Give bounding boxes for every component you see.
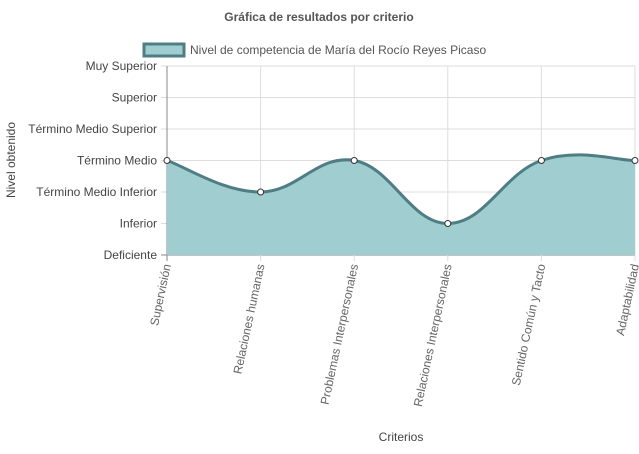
- series-layer: [163, 153, 639, 255]
- x-tick-label: Supervisión: [147, 263, 174, 327]
- chart-title: Gráfica de resultados por criterio: [224, 10, 413, 24]
- series-area: [167, 154, 635, 255]
- y-tick-label: Término Medio Superior: [28, 122, 157, 136]
- x-tick-label: Problemas Interpersonales: [318, 263, 362, 406]
- legend-swatch[interactable]: [142, 42, 186, 58]
- data-point[interactable]: [631, 157, 639, 164]
- x-tick-label: Sentido Común y Tacto: [509, 262, 549, 386]
- y-tick-label: Muy Superior: [86, 59, 157, 73]
- y-tick-label: Deficiente: [104, 248, 158, 262]
- y-axis-title: Nivel obtenido: [4, 122, 18, 198]
- x-tick-label: Relaciones humanas: [231, 263, 268, 376]
- y-tick-label: Término Medio Inferior: [36, 185, 157, 199]
- y-axis-ticks: Deficiente Inferior Término Medio Inferior…: [28, 59, 157, 262]
- x-tick-label: Relaciones Interpersonales: [411, 263, 455, 408]
- x-axis-title: Criterios: [379, 430, 424, 444]
- data-point[interactable]: [257, 188, 265, 196]
- data-point[interactable]: [350, 157, 358, 164]
- y-tick-label: Inferior: [120, 217, 157, 231]
- data-point[interactable]: [163, 157, 171, 164]
- data-point[interactable]: [444, 220, 452, 227]
- x-axis-ticks: Supervisión Relaciones humanas Problemas I…: [147, 262, 639, 407]
- legend[interactable]: Nivel de competencia de María del Rocío …: [142, 42, 486, 58]
- legend-label[interactable]: Nivel de competencia de María del Rocío …: [190, 43, 486, 57]
- y-tick-label: Término Medio: [77, 154, 157, 168]
- y-tick-label: Superior: [112, 91, 157, 105]
- data-point[interactable]: [537, 157, 545, 164]
- x-tick-label: Adaptabilidad: [613, 263, 639, 337]
